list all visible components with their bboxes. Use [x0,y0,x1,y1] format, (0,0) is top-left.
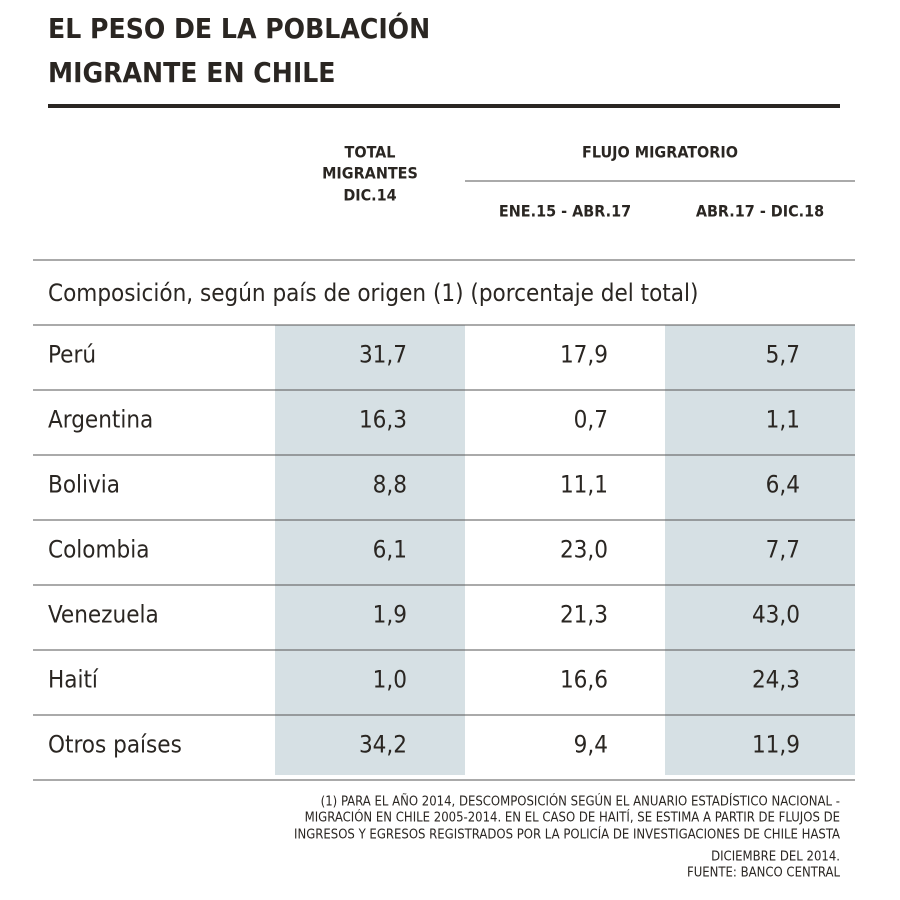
footnote: INGRESOS Y EGRESOS REGISTRADOS POR LA PO… [294,827,840,843]
row-label: Perú [48,341,96,369]
cell-value: 9,4 [574,731,608,759]
cell-value: 17,9 [560,341,608,369]
row-label: Bolivia [48,471,120,499]
cell-value: 1,0 [373,666,407,694]
cell-value: 1,1 [766,406,800,434]
cell-value: 7,7 [766,536,800,564]
cell-value: 34,2 [359,731,407,759]
group-header: FLUJO MIGRATORIO [582,143,738,162]
footnote: FUENTE: BANCO CENTRAL [687,866,841,881]
title: MIGRANTE EN CHILE [48,56,336,89]
column-header: ABR.17 - DIC.18 [696,202,824,221]
cell-value: 6,1 [373,536,407,564]
cell-value: 16,3 [359,406,407,434]
row-label: Argentina [48,406,153,434]
column-header: TOTAL [345,143,396,162]
row-label: Colombia [48,536,149,564]
cell-value: 5,7 [766,341,800,369]
row-label: Otros países [48,731,182,759]
cell-value: 11,1 [560,471,608,499]
column-header: MIGRANTES [322,164,418,183]
title: EL PESO DE LA POBLACIÓN [48,11,430,45]
cell-value: 11,9 [752,731,800,759]
cell-value: 31,7 [359,341,407,369]
column-header: ENE.15 - ABR.17 [499,202,631,221]
footnote: (1) PARA EL AÑO 2014, DESCOMPOSICIÓN SEG… [321,794,840,810]
column-shade [665,325,855,775]
cell-value: 24,3 [752,666,800,694]
row-label: Haití [48,666,99,694]
section-label: Composición, según país de origen (1) (p… [48,279,698,307]
cell-value: 23,0 [560,536,608,564]
cell-value: 6,4 [766,471,800,499]
cell-value: 16,6 [560,666,608,694]
cell-value: 21,3 [560,601,608,629]
cell-value: 1,9 [373,601,407,629]
column-header: DIC.14 [343,186,396,205]
footnote: DICIEMBRE DEL 2014. [711,850,840,865]
column-shade [275,325,465,775]
cell-value: 0,7 [574,406,608,434]
title-rule [48,104,840,108]
cell-value: 43,0 [752,601,800,629]
row-label: Venezuela [48,601,159,629]
cell-value: 8,8 [373,471,407,499]
footnote: MIGRACIÓN EN CHILE 2005-2014. EN EL CASO… [305,810,840,826]
